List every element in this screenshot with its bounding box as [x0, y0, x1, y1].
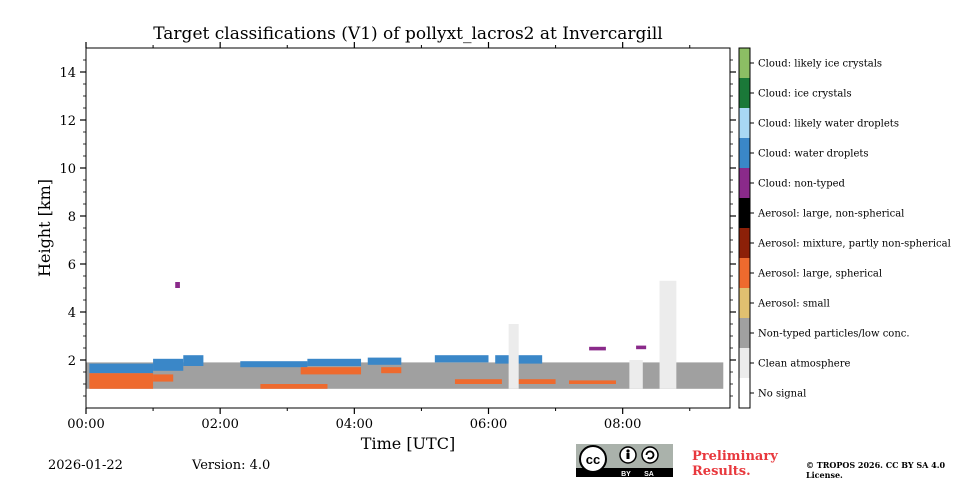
colorbar-label-7: Aerosol: large, spherical — [757, 269, 882, 280]
y-tick-label: 4 — [68, 306, 76, 321]
y-axis-label: Height [km] — [35, 179, 54, 277]
colorbar: Cloud: likely ice crystals Cloud: ice cry… — [738, 47, 951, 409]
heatmap-region-7 — [434, 355, 489, 363]
colorbar-swatch-8 — [739, 288, 750, 318]
colorbar-label-1: Cloud: ice crystals — [758, 89, 852, 100]
footer-version: Version: 4.0 — [192, 458, 271, 473]
colorbar-swatch-7 — [739, 258, 750, 288]
x-tick-label: 00:00 — [67, 417, 104, 432]
y-tick-label: 12 — [59, 114, 76, 129]
heatmap-region-9 — [89, 373, 154, 389]
colorbar-label-3: Cloud: water droplets — [758, 149, 869, 160]
heatmap-region-15 — [508, 379, 556, 384]
x-tick-label: 04:00 — [336, 417, 373, 432]
axes: 00:00 02:00 04:00 06:00 08:00 2 4 6 8 10 12 14 — [59, 42, 736, 432]
colorbar-label-2: Cloud: likely water droplets — [758, 119, 899, 130]
colorbar-swatch-9 — [739, 318, 750, 348]
copyright-notice: © TROPOS 2026. CC BY SA 4.0 License. — [806, 460, 946, 480]
colorbar-frame — [738, 47, 751, 409]
heatmap-region-6 — [367, 357, 402, 365]
cc-badge-cc-text: cc — [586, 452, 600, 467]
colorbar-label-11: No signal — [758, 389, 806, 400]
y-tick-label: 8 — [68, 210, 76, 225]
colorbar-label-6: Aerosol: mixture, partly non-spherical — [757, 239, 951, 250]
colorbar-label-5: Aerosol: large, non-spherical — [757, 209, 904, 220]
x-axis-label: Time [UTC] — [361, 434, 455, 453]
heatmap-region-19 — [636, 345, 647, 350]
cc-badge-sa-text: SA — [644, 471, 654, 477]
colorbar-swatch-3 — [739, 138, 750, 168]
colorbar-swatch-0 — [739, 48, 750, 78]
plot-frame — [85, 47, 731, 409]
heatmap-region-20 — [659, 280, 677, 389]
colorbar-label-4: Cloud: non-typed — [758, 179, 846, 190]
heatmap-region-5 — [307, 358, 362, 366]
x-tick-label: 08:00 — [604, 417, 641, 432]
x-tick-label: 02:00 — [201, 417, 238, 432]
heatmap-region-4 — [240, 361, 308, 368]
y-tick-label: 10 — [59, 162, 76, 177]
heatmap-region-10 — [153, 374, 174, 382]
colorbar-swatch-1 — [739, 78, 750, 108]
heatmap-region-18 — [589, 346, 606, 351]
x-tick-label: 06:00 — [470, 417, 507, 432]
cc-badge-by-text: BY — [621, 471, 631, 477]
heatmap-region-22 — [629, 360, 643, 389]
heatmap-region-17 — [175, 282, 180, 288]
colorbar-swatch-4 — [739, 168, 750, 198]
heatmap-region-21 — [508, 324, 519, 389]
y-tick-label: 14 — [59, 66, 76, 81]
heatmap-region-1 — [89, 363, 154, 374]
heatmap-regions — [86, 280, 724, 389]
footer-date: 2026-01-22 — [48, 458, 123, 473]
heatmap-region-11 — [260, 384, 328, 389]
chart-title: Target classifications (V1) of pollyxt_l… — [153, 24, 663, 44]
heatmap-region-14 — [454, 379, 502, 384]
colorbar-label-0: Cloud: likely ice crystals — [758, 59, 882, 70]
heatmap-region-3 — [183, 355, 204, 366]
heatmap-region-12 — [300, 367, 362, 375]
y-tick-label: 6 — [68, 258, 76, 273]
colorbar-label-9: Non-typed particles/low conc. — [758, 329, 910, 340]
colorbar-swatch-11 — [739, 378, 750, 408]
heatmap-region-2 — [153, 358, 184, 371]
colorbar-label-10: Clean atmosphere — [758, 359, 851, 370]
heatmap-region-0 — [86, 362, 724, 389]
preliminary-results-label: Preliminary Results. — [692, 449, 778, 479]
y-tick-label: 2 — [68, 354, 76, 369]
heatmap-region-16 — [569, 380, 616, 384]
cc-by-sa-badge: cc BY SA — [576, 444, 673, 478]
colorbar-swatch-5 — [739, 198, 750, 228]
colorbar-swatch-6 — [739, 228, 750, 258]
colorbar-label-8: Aerosol: small — [757, 299, 830, 310]
colorbar-swatch-10 — [739, 348, 750, 378]
heatmap-region-13 — [381, 367, 402, 374]
colorbar-swatch-2 — [739, 108, 750, 138]
